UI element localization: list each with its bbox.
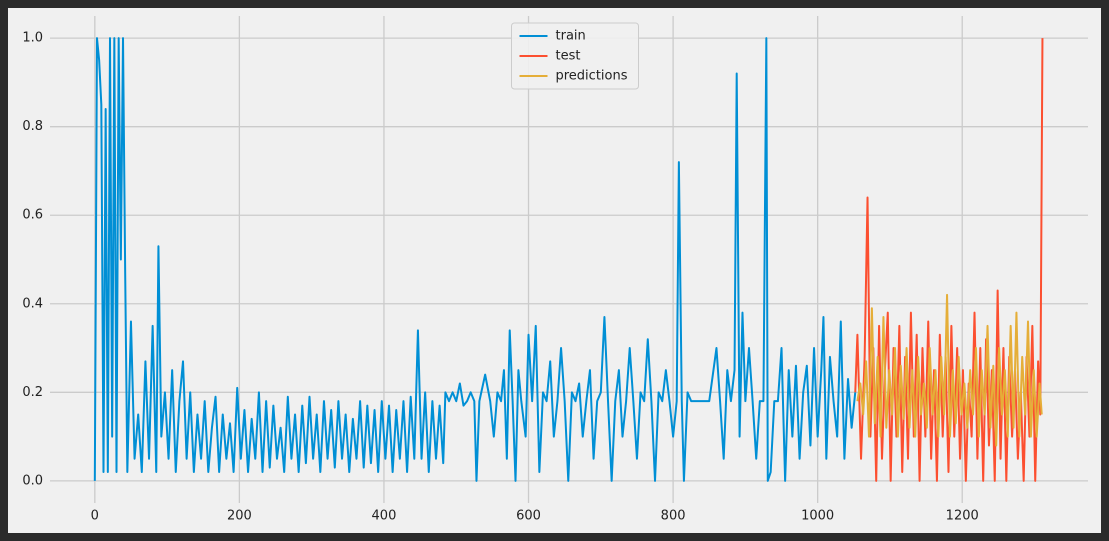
y-tick-label: 0.8 bbox=[22, 119, 43, 134]
legend-box bbox=[511, 22, 639, 90]
series-line bbox=[93, 37, 857, 482]
y-tick-label: 0.6 bbox=[22, 208, 43, 223]
x-tick-label: 1200 bbox=[946, 509, 979, 524]
x-tick-label: 800 bbox=[661, 509, 686, 524]
x-tick-label: 200 bbox=[227, 509, 252, 524]
y-tick-label: 0.2 bbox=[22, 385, 43, 400]
x-tick-label: 400 bbox=[372, 509, 397, 524]
legend-label: train bbox=[556, 29, 586, 44]
legend-label: predictions bbox=[556, 69, 628, 84]
x-tick-label: 600 bbox=[516, 509, 541, 524]
plot-lines bbox=[93, 37, 1044, 482]
x-tick-label: 0 bbox=[91, 509, 99, 524]
y-tick-label: 0.0 bbox=[22, 473, 43, 488]
legend: train test predictions bbox=[511, 22, 639, 90]
grid: 0 200 400 600 800 1000 1200 0.0 0.2 0.4 0.6 0.8 1.0 bbox=[22, 16, 1088, 524]
y-tick-label: 0.4 bbox=[22, 296, 43, 311]
legend-label: test bbox=[556, 49, 581, 64]
y-tick-label: 1.0 bbox=[22, 31, 43, 46]
series-line bbox=[856, 293, 1043, 447]
x-tick-label: 1000 bbox=[801, 509, 834, 524]
